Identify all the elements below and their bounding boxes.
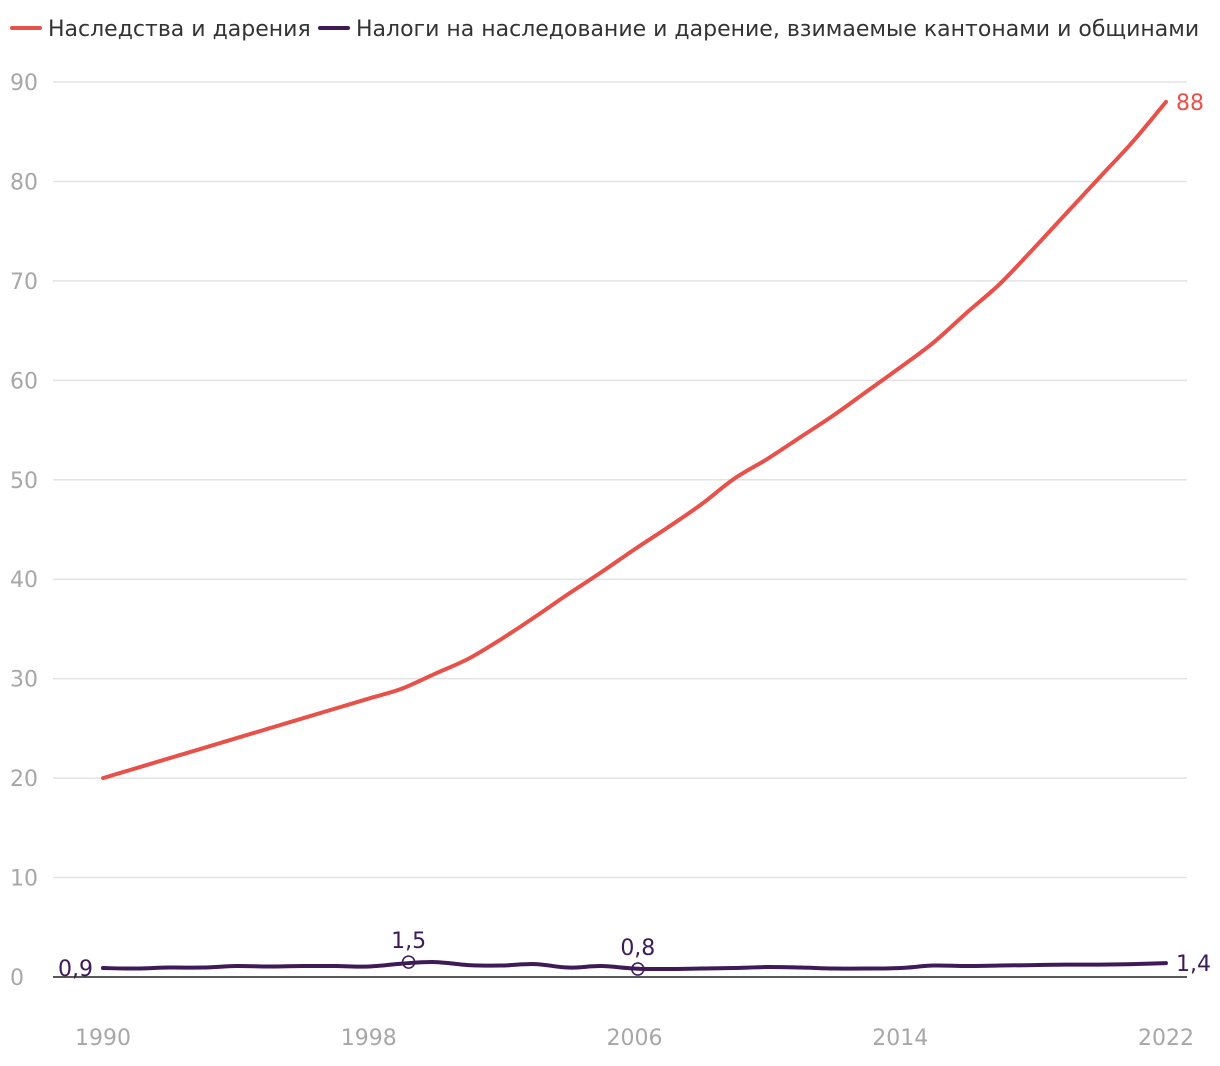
data-label-4: 0,8: [620, 936, 655, 961]
x-tick-label-2006: 2006: [607, 1026, 663, 1051]
data-label-1: 88: [1176, 91, 1204, 116]
x-tick-label-2022: 2022: [1138, 1026, 1194, 1051]
y-tick-label-0: 0: [10, 966, 24, 991]
y-tick-label-10: 10: [10, 867, 38, 892]
x-axis: 1990 1998 2006 2014 2022: [75, 1026, 1194, 1051]
data-label-3: 1,5: [391, 929, 426, 954]
legend-item-1[interactable]: Наследства и дарения: [10, 17, 311, 42]
legend-label-1: Наследства и дарения: [48, 17, 311, 42]
y-axis: 0 10 20 30 40 50 60 70 80 90: [10, 71, 38, 991]
y-tick-label-20: 20: [10, 767, 38, 792]
y-tick-label-30: 30: [10, 668, 38, 693]
legend-label-2: Налоги на наследование и дарение, взимае…: [356, 17, 1199, 42]
y-tick-label-70: 70: [10, 270, 38, 295]
x-tick-label-1990: 1990: [75, 1026, 131, 1051]
series-line-2[interactable]: [101, 960, 1168, 972]
y-tick-label-80: 80: [10, 170, 38, 195]
annotations: 88 0,9 1,5 0,8 1,4: [58, 91, 1211, 982]
x-tick-label-1998: 1998: [341, 1026, 397, 1051]
grid: [53, 81, 1187, 978]
legend-item-2[interactable]: Налоги на наследование и дарение, взимае…: [318, 17, 1199, 42]
y-tick-label-40: 40: [10, 568, 38, 593]
y-tick-label-50: 50: [10, 469, 38, 494]
annotation-marker-3: [401, 955, 416, 969]
data-label-5: 1,4: [1176, 952, 1211, 977]
x-tick-label-2014: 2014: [872, 1026, 928, 1051]
series-lines: [101, 99, 1168, 972]
data-label-2: 0,9: [58, 957, 93, 982]
y-tick-label-90: 90: [10, 71, 38, 96]
annotation-marker-4: [631, 962, 645, 976]
series-line-1[interactable]: [101, 99, 1168, 781]
legend: Наследства и дарения Налоги на наследован…: [10, 17, 1199, 42]
y-tick-label-60: 60: [10, 369, 38, 394]
